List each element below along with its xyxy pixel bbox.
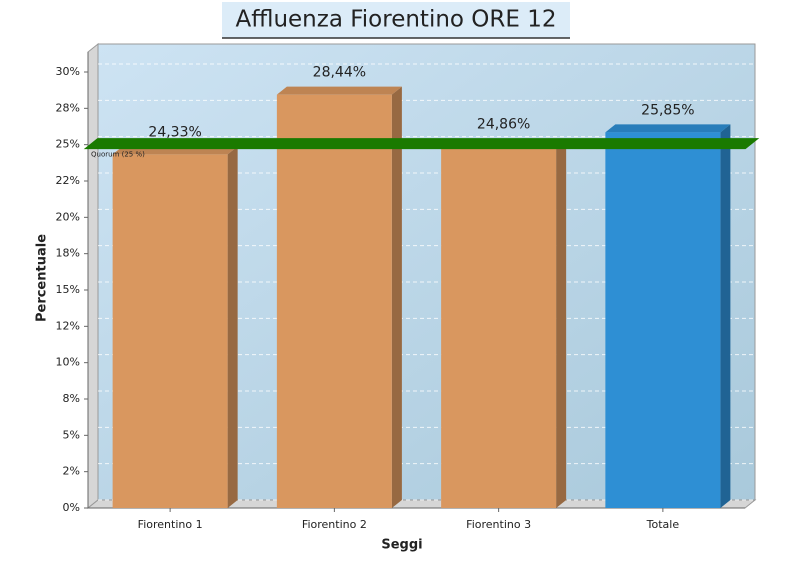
bar-top-shade xyxy=(276,86,402,95)
y-tick-label: 20% xyxy=(56,210,80,223)
bar-side-shade xyxy=(227,146,238,509)
y-tick-label: 0% xyxy=(63,501,80,514)
bar-top-shade xyxy=(605,124,731,133)
quorum-line xyxy=(83,138,760,150)
value-label: 24,33% xyxy=(148,124,201,140)
side-wall xyxy=(87,42,99,510)
bar xyxy=(276,94,392,508)
y-tick-label: 22% xyxy=(56,174,80,187)
y-tick-label: 30% xyxy=(56,65,80,78)
y-tick-label: 5% xyxy=(63,428,80,441)
bar-side-shade xyxy=(556,138,567,508)
bar-side-shade xyxy=(391,86,402,508)
value-label: 24,86% xyxy=(477,117,530,133)
x-tick-label: Totale xyxy=(646,518,680,531)
y-tick-label: 2% xyxy=(63,465,80,478)
bar-side xyxy=(227,146,238,509)
bar xyxy=(605,132,721,508)
bar-side xyxy=(391,86,402,508)
quorum-label: Quorum (25 %) xyxy=(91,151,145,159)
bar xyxy=(112,154,228,509)
x-tick-label: Fiorentino 1 xyxy=(138,518,203,531)
chart-title: Affluenza Fiorentino ORE 12 xyxy=(235,7,556,33)
y-tick-label: 25% xyxy=(56,138,80,151)
y-tick-label: 10% xyxy=(56,356,80,369)
x-tick-label: Fiorentino 2 xyxy=(302,518,367,531)
bar xyxy=(441,146,557,508)
x-axis-title: Seggi xyxy=(381,538,422,553)
bar-side xyxy=(720,124,731,509)
title-background xyxy=(222,2,570,38)
y-tick-label: 15% xyxy=(56,283,80,296)
bar-side-shade xyxy=(720,124,731,509)
value-label: 25,85% xyxy=(641,102,694,118)
x-tick-label: Fiorentino 3 xyxy=(466,518,531,531)
y-tick-label: 28% xyxy=(56,101,80,114)
bar-top xyxy=(276,86,402,95)
value-label: 28,44% xyxy=(313,65,366,81)
bar-top xyxy=(605,124,731,133)
y-axis-title: Percentuale xyxy=(35,234,50,322)
y-tick-label: 8% xyxy=(63,392,80,405)
bar-side xyxy=(556,138,567,508)
y-tick-label: 12% xyxy=(56,319,80,332)
y-tick-label: 18% xyxy=(56,247,80,260)
